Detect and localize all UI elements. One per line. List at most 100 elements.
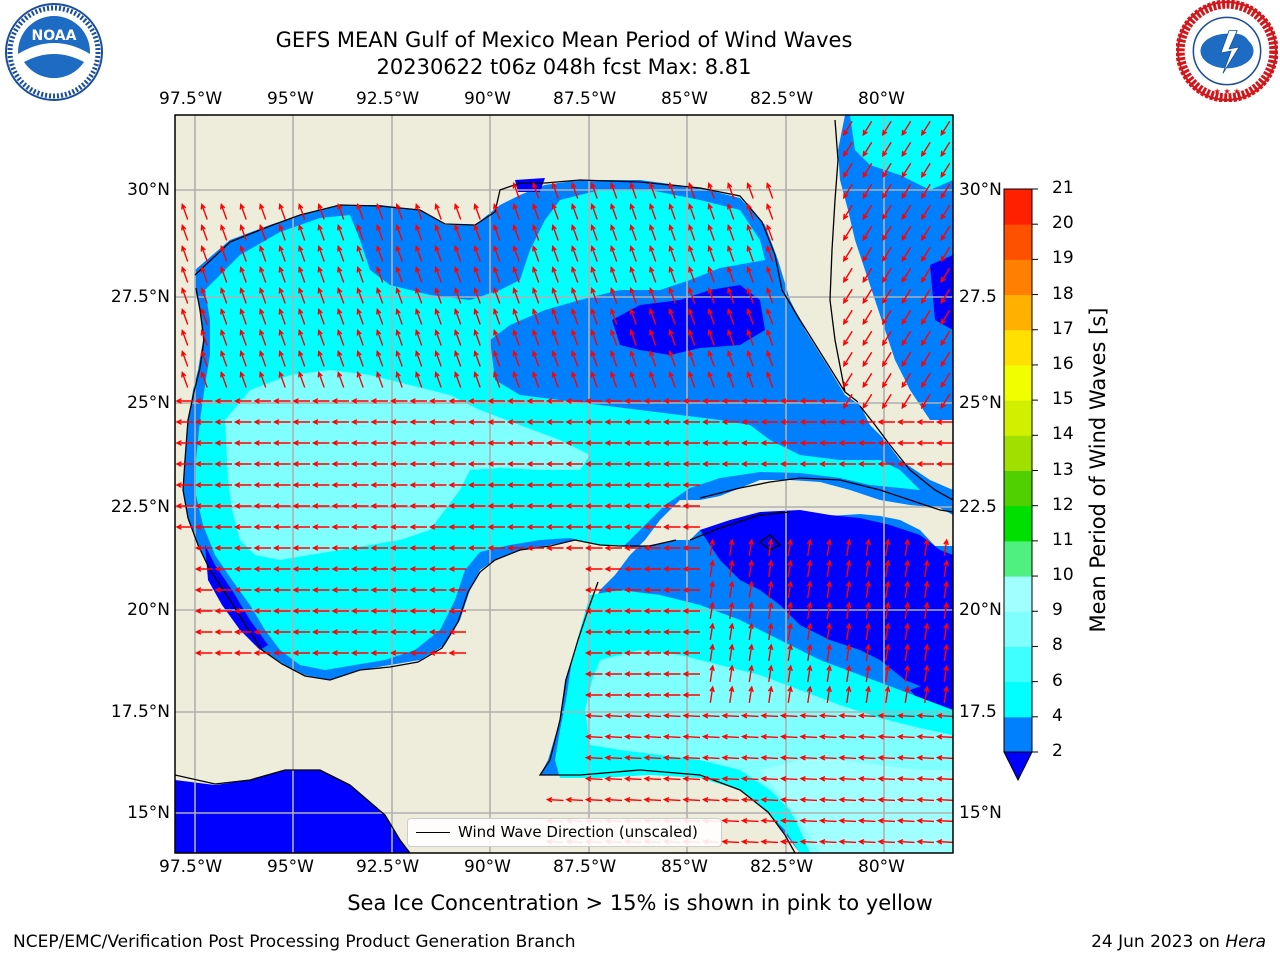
direction-arrow xyxy=(454,370,462,388)
lat-label-left: 15°N xyxy=(127,803,170,823)
direction-arrow xyxy=(707,202,715,220)
direction-arrow xyxy=(487,545,505,551)
direction-arrow xyxy=(904,622,910,641)
direction-arrow xyxy=(376,307,384,325)
direction-arrow xyxy=(629,349,637,367)
direction-arrow xyxy=(409,461,427,467)
direction-arrow xyxy=(233,587,252,593)
direction-arrow xyxy=(214,440,232,446)
direction-arrow xyxy=(233,461,252,467)
direction-arrow xyxy=(727,307,735,325)
direction-arrow xyxy=(779,839,798,845)
direction-arrow xyxy=(253,461,271,467)
lon-label-top: 87.5°W xyxy=(553,89,617,109)
direction-arrow xyxy=(551,370,559,388)
direction-arrow xyxy=(865,601,871,620)
direction-arrow xyxy=(943,664,949,683)
direction-arrow xyxy=(806,580,813,599)
lat-label-left: 25°N xyxy=(127,393,170,413)
direction-arrow xyxy=(356,202,364,220)
direction-arrow xyxy=(292,398,310,404)
direction-arrow xyxy=(370,398,388,404)
direction-arrow xyxy=(688,202,696,220)
direction-arrow xyxy=(842,267,853,284)
direction-arrow xyxy=(415,370,423,388)
colorbar-tick-label: 4 xyxy=(1052,705,1063,726)
direction-arrow xyxy=(194,629,213,635)
direction-arrow xyxy=(727,328,735,346)
direction-arrow xyxy=(682,650,700,656)
direction-arrow xyxy=(920,162,931,179)
direction-arrow xyxy=(760,440,778,446)
direction-arrow xyxy=(766,202,774,220)
direction-arrow xyxy=(682,440,700,446)
direction-arrow xyxy=(857,818,876,824)
direction-arrow xyxy=(707,265,715,283)
direction-arrow xyxy=(916,755,935,761)
direction-arrow xyxy=(643,650,661,656)
direction-arrow xyxy=(175,482,193,488)
direction-arrow xyxy=(940,141,951,158)
direction-arrow xyxy=(748,664,754,683)
direction-arrow xyxy=(292,587,310,593)
direction-arrow xyxy=(842,309,853,326)
direction-arrow xyxy=(662,419,681,425)
direction-arrow xyxy=(610,286,618,304)
lon-label-bottom: 92.5°W xyxy=(356,857,420,877)
direction-arrow xyxy=(766,370,774,388)
direction-arrow xyxy=(806,664,813,683)
direction-arrow xyxy=(904,643,910,662)
direction-arrow xyxy=(278,202,286,220)
direction-arrow xyxy=(389,440,408,446)
direction-arrow xyxy=(473,286,481,304)
colorbar-tick-label: 16 xyxy=(1052,353,1074,374)
direction-arrow xyxy=(175,461,193,467)
direction-arrow xyxy=(662,440,681,446)
legend-label: Wind Wave Direction (unscaled) xyxy=(458,823,698,841)
direction-arrow xyxy=(565,545,583,551)
direction-arrow xyxy=(259,265,267,283)
direction-arrow xyxy=(604,503,622,509)
direction-arrow xyxy=(467,419,486,425)
direction-arrow xyxy=(920,246,931,263)
direction-arrow xyxy=(662,608,681,614)
direction-arrow xyxy=(239,370,247,388)
direction-arrow xyxy=(623,755,642,761)
direction-arrow xyxy=(682,797,701,803)
direction-arrow xyxy=(200,349,208,367)
direction-arrow xyxy=(901,267,912,284)
direction-arrow xyxy=(709,622,715,641)
lat-label-right: 27.5 xyxy=(959,287,997,307)
direction-arrow xyxy=(604,587,622,593)
lon-label-top: 95°W xyxy=(267,89,314,109)
direction-arrow xyxy=(629,286,637,304)
direction-arrow xyxy=(253,503,271,509)
direction-arrow xyxy=(253,419,271,425)
direction-arrow xyxy=(448,629,466,635)
direction-arrow xyxy=(376,265,384,283)
lon-label-bottom: 85°W xyxy=(661,857,708,877)
direction-arrow xyxy=(629,181,637,199)
direction-arrow xyxy=(311,566,330,572)
direction-arrow xyxy=(487,419,505,425)
colorbar-tick-label: 10 xyxy=(1052,565,1074,586)
direction-arrow xyxy=(787,685,793,704)
direction-arrow xyxy=(760,734,779,740)
direction-arrow xyxy=(389,545,408,551)
direction-arrow xyxy=(838,818,857,824)
direction-arrow xyxy=(896,839,915,845)
direction-arrow xyxy=(688,244,696,262)
direction-arrow xyxy=(940,246,951,263)
direction-arrow xyxy=(940,183,951,200)
direction-arrow xyxy=(545,524,564,530)
direction-arrow xyxy=(370,650,388,656)
direction-arrow xyxy=(881,309,892,326)
direction-arrow xyxy=(662,671,681,677)
direction-arrow xyxy=(826,643,832,662)
direction-arrow xyxy=(389,482,408,488)
direction-arrow xyxy=(467,398,486,404)
direction-arrow xyxy=(668,286,676,304)
direction-arrow xyxy=(787,601,793,620)
direction-arrow xyxy=(512,328,520,346)
direction-arrow xyxy=(194,398,213,404)
